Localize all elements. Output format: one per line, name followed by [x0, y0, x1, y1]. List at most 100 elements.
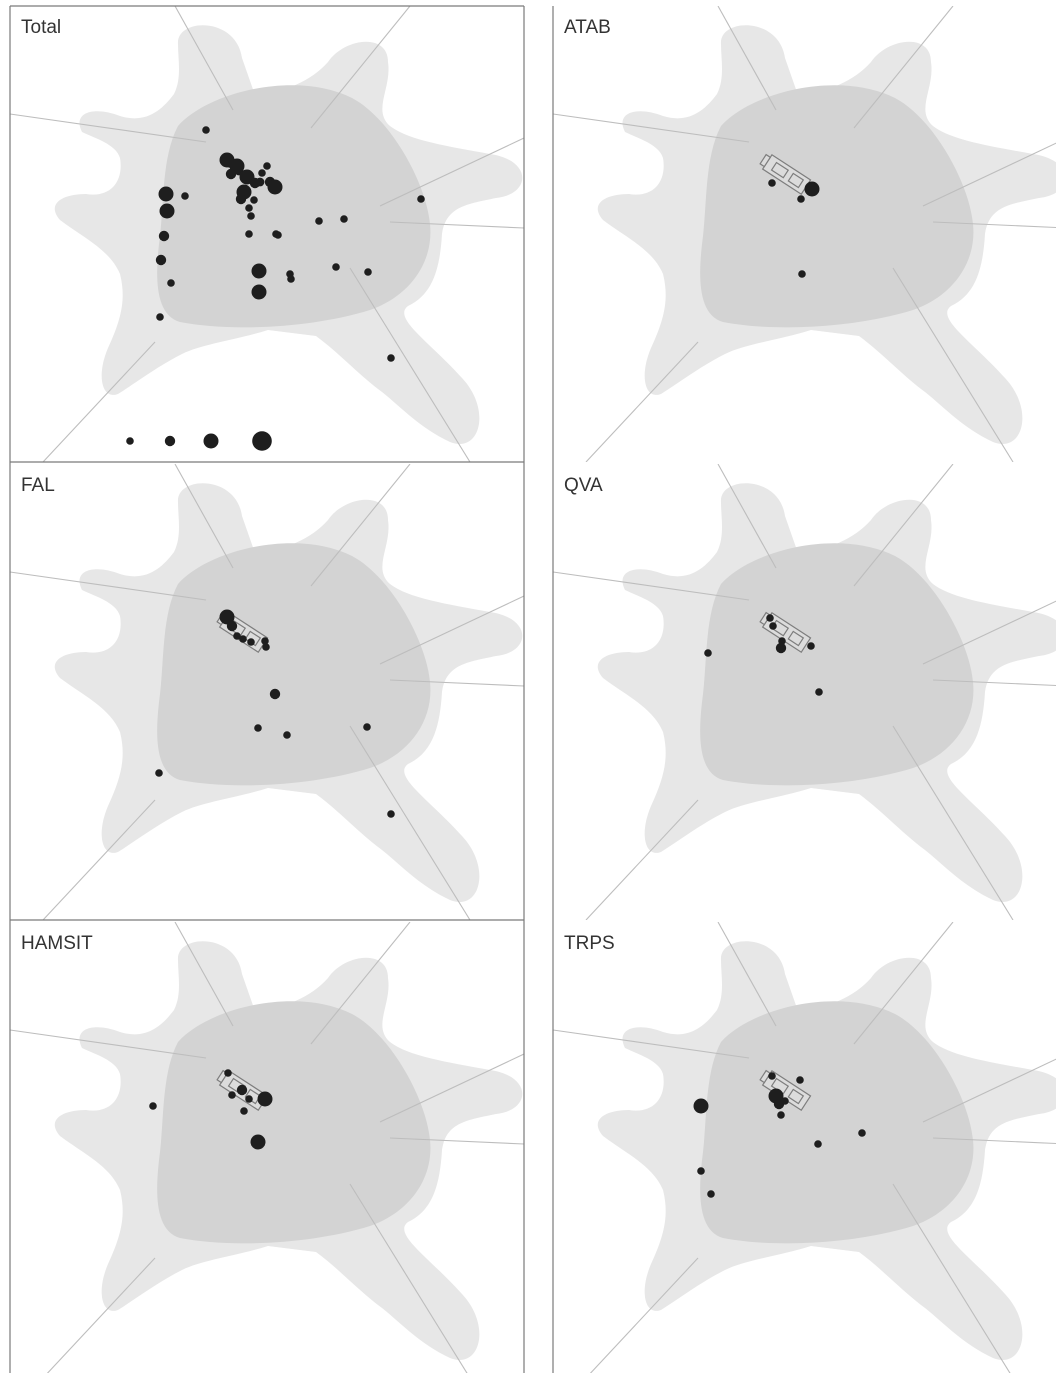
find-point	[158, 230, 170, 242]
road-line	[349, 267, 471, 462]
size-legend	[126, 431, 272, 451]
find-point	[858, 1129, 866, 1137]
panel-label: QVA	[564, 475, 603, 496]
map-panel-fal: FAL	[10, 464, 524, 920]
find-point	[258, 169, 266, 177]
find-point	[181, 192, 189, 200]
find-point	[239, 635, 247, 643]
find-point	[158, 186, 174, 202]
inner-zone	[157, 85, 431, 328]
find-point	[250, 1134, 266, 1150]
find-point	[768, 1072, 776, 1080]
road-line	[922, 1058, 1056, 1123]
find-point	[257, 1091, 273, 1107]
find-point	[797, 195, 805, 203]
inner-zone	[157, 543, 431, 786]
find-point	[693, 1098, 709, 1114]
find-point	[363, 723, 371, 731]
inner-zone	[700, 543, 974, 786]
find-point	[766, 614, 774, 622]
find-point	[247, 638, 255, 646]
find-point	[251, 263, 267, 279]
inner-zone	[157, 1001, 431, 1244]
road-line	[10, 571, 207, 601]
find-point	[254, 724, 262, 732]
road-line	[717, 6, 777, 111]
find-point	[287, 275, 295, 283]
find-point	[202, 126, 210, 134]
find-point	[769, 622, 777, 630]
road-line	[585, 799, 699, 920]
inner-zone	[700, 1001, 974, 1244]
road-line	[310, 464, 411, 587]
find-point	[364, 268, 372, 276]
find-point	[247, 212, 255, 220]
legend-symbol-size-2	[164, 435, 176, 447]
road-line	[853, 922, 954, 1045]
find-point	[249, 177, 261, 189]
road-line	[46, 1257, 156, 1373]
road-line	[174, 6, 234, 111]
find-point	[704, 649, 712, 657]
find-point	[240, 1107, 248, 1115]
road-line	[932, 1137, 1056, 1145]
map-panel-qva: QVA	[553, 464, 1056, 920]
road-line	[10, 113, 207, 143]
road-line	[932, 679, 1056, 687]
find-point	[775, 642, 787, 654]
find-point	[269, 688, 281, 700]
road-line	[379, 137, 524, 207]
find-point	[267, 179, 283, 195]
road-line	[174, 464, 234, 569]
road-line	[717, 464, 777, 569]
panel-label: Total	[21, 17, 61, 38]
legend-symbol-size-3	[203, 433, 219, 449]
find-point	[387, 810, 395, 818]
road-line	[349, 1183, 468, 1373]
find-point	[233, 632, 241, 640]
find-point	[804, 181, 820, 197]
find-point	[814, 1140, 822, 1148]
find-point	[332, 263, 340, 271]
road-line	[310, 922, 411, 1045]
find-point	[261, 637, 269, 645]
find-point	[263, 162, 271, 170]
panel-frames	[9, 5, 554, 1373]
find-point	[798, 270, 806, 278]
find-point	[219, 609, 235, 625]
find-point	[807, 642, 815, 650]
find-point	[228, 1091, 236, 1099]
road-line	[932, 221, 1056, 229]
find-point	[149, 1102, 157, 1110]
find-point	[251, 284, 267, 300]
road-line	[389, 679, 524, 687]
road-line	[10, 1029, 207, 1059]
road-line	[389, 221, 524, 229]
find-point	[155, 254, 167, 266]
find-point	[236, 1084, 248, 1096]
road-line	[892, 1183, 1011, 1373]
road-line	[379, 595, 524, 665]
road-line	[892, 725, 1014, 920]
road-line	[922, 600, 1056, 665]
find-point	[235, 193, 247, 205]
panel-label: HAMSIT	[21, 933, 93, 954]
find-point	[707, 1190, 715, 1198]
road-line	[717, 922, 777, 1027]
find-point	[225, 168, 237, 180]
panel-label: FAL	[21, 475, 55, 496]
building-plan	[759, 153, 812, 195]
road-line	[349, 725, 471, 920]
road-line	[42, 341, 156, 462]
road-line	[174, 922, 234, 1027]
find-point	[250, 196, 258, 204]
find-point	[315, 217, 323, 225]
inner-zone	[700, 85, 974, 328]
find-point	[245, 1095, 253, 1103]
road-line	[589, 1257, 699, 1373]
find-point	[697, 1167, 705, 1175]
find-point	[224, 1069, 232, 1077]
road-line	[310, 6, 411, 129]
find-point	[283, 731, 291, 739]
